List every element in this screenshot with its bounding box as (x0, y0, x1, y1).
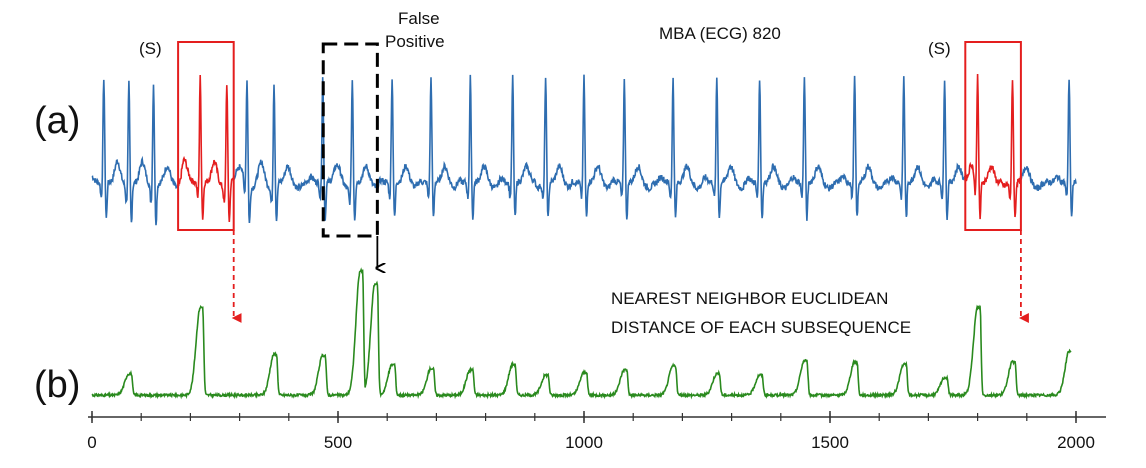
false-positive-box (321, 42, 379, 238)
x-tick-label: 0 (87, 433, 96, 452)
x-axis: 0 500 1000 1500 2000 (87, 411, 1106, 452)
distance-trace (91, 267, 1072, 400)
x-tick-label: 1000 (565, 433, 603, 452)
ecg-anomaly-segment (176, 74, 235, 222)
anomaly-highlight-box-2 (964, 41, 1022, 231)
ecg-trace-segment (1020, 79, 1077, 217)
panel-a-label: (a) (34, 100, 80, 142)
panel-b-label: (b) (34, 364, 80, 406)
ecg-anomaly-segment (964, 73, 1022, 220)
x-tick-label: 1500 (811, 433, 849, 452)
x-tick-label: 500 (324, 433, 352, 452)
distance-plot (91, 267, 1072, 400)
ecg-trace-segment (91, 79, 179, 226)
distance-title-line-1: NEAREST NEIGHBOR EUCLIDEAN (611, 289, 888, 308)
x-tick-label: 2000 (1057, 433, 1095, 452)
annotation-layer (177, 41, 1029, 323)
highlight-label-1: (S) (139, 39, 162, 58)
anomaly-highlight-box-1 (177, 41, 235, 231)
ecg-trace-segment (233, 74, 966, 223)
ecg-chart-title: MBA (ECG) 820 (659, 24, 781, 43)
ecg-plot (91, 73, 1077, 226)
false-positive-label-line-1: False (398, 9, 440, 28)
distance-title-line-2: DISTANCE OF EACH SUBSEQUENCE (611, 318, 911, 337)
highlight-label-2: (S) (928, 39, 951, 58)
false-positive-label-line-2: Positive (385, 32, 445, 51)
